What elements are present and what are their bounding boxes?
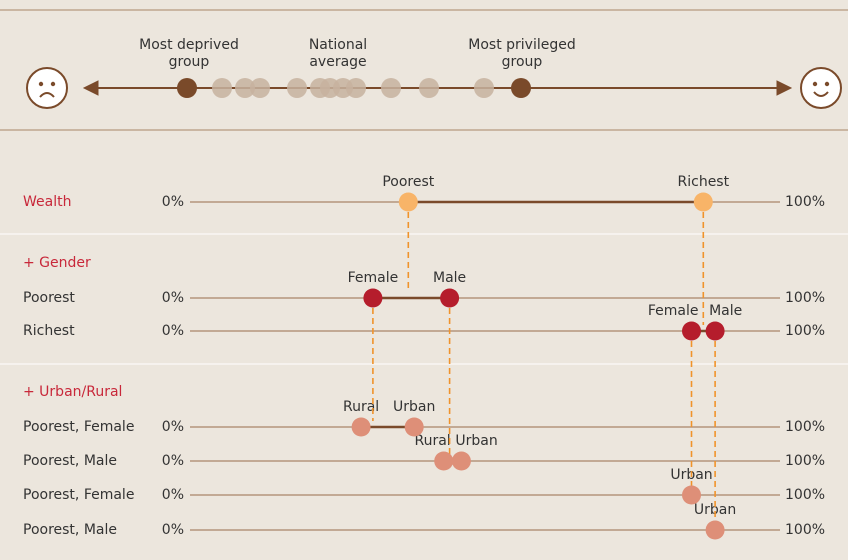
min-label: 0% (162, 290, 184, 306)
happy-face (800, 67, 842, 109)
scale-label: Most privileged (468, 37, 575, 53)
point-label: Male (433, 270, 466, 286)
scale-label: group (169, 54, 210, 70)
section-title: + Gender (23, 255, 91, 271)
dot (440, 288, 460, 308)
dot (451, 451, 471, 471)
row-label: Poorest (23, 290, 75, 306)
point-label: Urban (393, 399, 435, 415)
max-label: 100% (785, 453, 825, 469)
min-label: 0% (162, 453, 184, 469)
point-label: Female (348, 270, 399, 286)
dot (363, 288, 383, 308)
dot (404, 417, 424, 437)
dot (434, 451, 454, 471)
row-label: Poorest, Male (23, 453, 117, 469)
point-label: Female (648, 303, 699, 319)
row-label: Wealth (23, 194, 71, 210)
row-label: Poorest, Female (23, 487, 134, 503)
max-label: 100% (785, 419, 825, 435)
point-label: Rural (343, 399, 379, 415)
max-label: 100% (785, 290, 825, 306)
min-label: 0% (162, 323, 184, 339)
scale-label: Most deprived (139, 37, 239, 53)
dot (682, 485, 701, 505)
dot (705, 321, 725, 341)
row-label: Richest (23, 323, 75, 339)
max-label: 100% (785, 323, 825, 339)
min-label: 0% (162, 194, 184, 210)
scale-label: National (309, 37, 367, 53)
dot (682, 321, 701, 341)
section-title: + Urban/Rural (23, 384, 122, 400)
dot (351, 417, 371, 437)
min-label: 0% (162, 419, 184, 435)
scale-dots (177, 78, 531, 98)
sad-face (26, 67, 68, 109)
point-label: Urban (455, 433, 497, 449)
point-label: Poorest (382, 174, 434, 190)
dot (693, 192, 713, 212)
dot (398, 192, 418, 212)
point-label: Richest (678, 174, 730, 190)
point-label: Rural (414, 433, 450, 449)
row-label: Poorest, Female (23, 419, 134, 435)
max-label: 100% (785, 522, 825, 538)
min-label: 0% (162, 522, 184, 538)
point-label: Urban (694, 502, 736, 518)
point-label: Male (709, 303, 742, 319)
max-label: 100% (785, 487, 825, 503)
scale-label: group (502, 54, 543, 70)
scale-label: average (309, 54, 366, 70)
max-label: 100% (785, 194, 825, 210)
min-label: 0% (162, 487, 184, 503)
dot (705, 520, 725, 540)
row-label: Poorest, Male (23, 522, 117, 538)
